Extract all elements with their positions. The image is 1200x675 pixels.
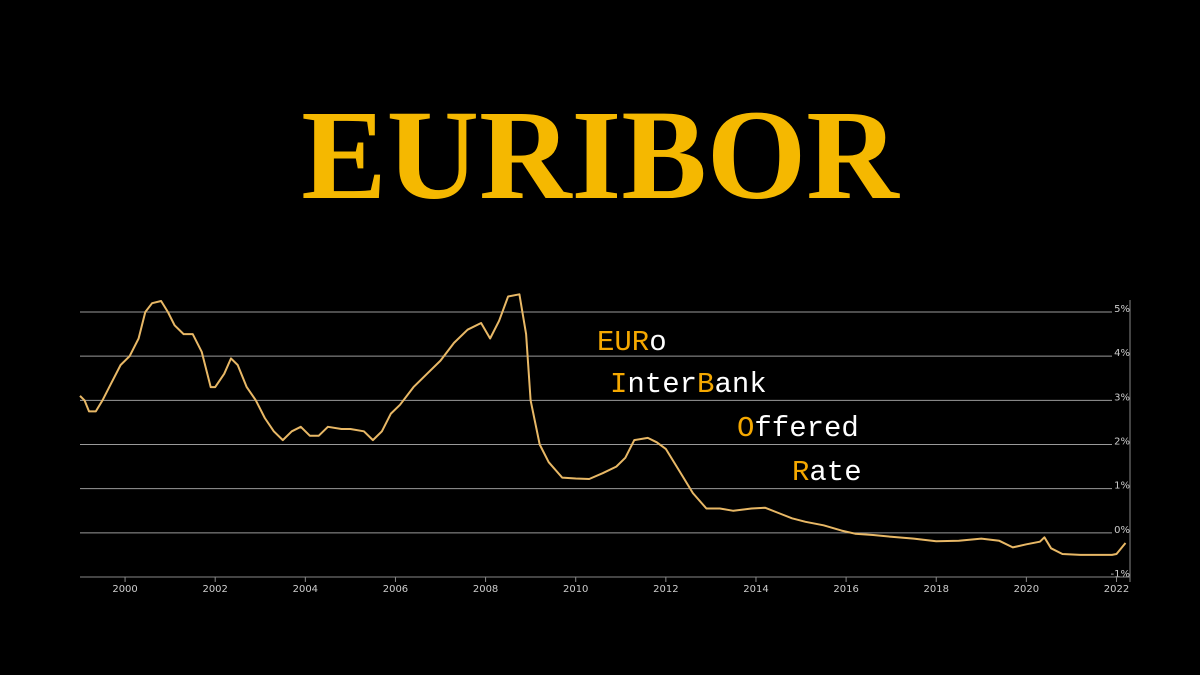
data-line: [79, 293, 1127, 556]
x-tick-label: 2002: [202, 584, 227, 595]
y-tick-label: 0%: [1114, 525, 1130, 536]
x-tick-label: 2020: [1014, 584, 1039, 595]
x-tick-label: 2014: [743, 584, 768, 595]
annotation-highlight: O: [737, 412, 754, 445]
x-tick-label: 2018: [923, 584, 948, 595]
x-tick-label: 2006: [383, 584, 408, 595]
x-tick-label: 2010: [563, 584, 588, 595]
annotation-highlight: R: [792, 456, 809, 489]
y-tick-label: -1%: [1111, 569, 1130, 580]
x-tick-label: 2022: [1104, 584, 1129, 595]
y-tick-label: 5%: [1114, 304, 1130, 315]
annotation-line: InterBank: [610, 368, 767, 401]
annotation-text: ffered: [754, 412, 858, 445]
annotation-text: o: [649, 326, 666, 359]
annotation-line: EURo: [597, 326, 667, 359]
y-tick-label: 1%: [1114, 481, 1130, 492]
annotation-text: nter: [627, 368, 697, 401]
x-tick-label: 2016: [833, 584, 858, 595]
chart-title: EURIBOR: [301, 84, 900, 226]
annotation-highlight: EUR: [597, 326, 649, 359]
x-tick-label: 2004: [293, 584, 318, 595]
annotation-line: Rate: [792, 456, 862, 489]
annotation-highlight: B: [697, 368, 714, 401]
annotation-highlight: I: [610, 368, 627, 401]
x-tick-label: 2012: [653, 584, 678, 595]
y-tick-label: 4%: [1114, 348, 1130, 359]
y-tick-label: 3%: [1114, 392, 1130, 403]
x-tick-label: 2000: [112, 584, 137, 595]
y-tick-label: 2%: [1114, 437, 1130, 448]
annotation-text: ank: [714, 368, 766, 401]
x-tick-label: 2008: [473, 584, 498, 595]
annotation-line: Offered: [737, 412, 859, 445]
annotation-text: ate: [809, 456, 861, 489]
